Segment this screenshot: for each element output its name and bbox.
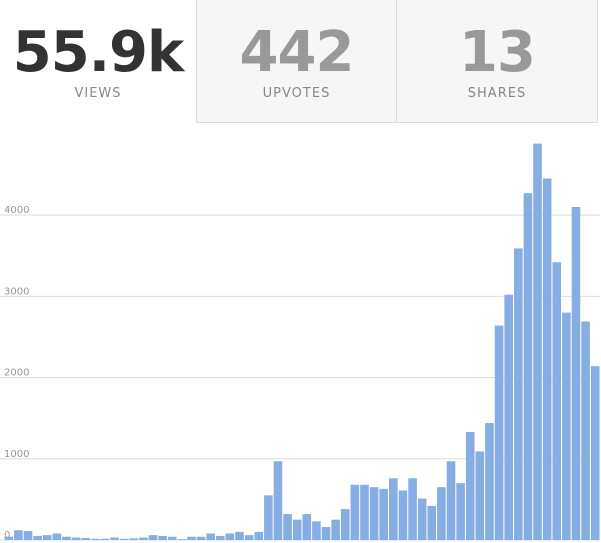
stat-label: UPVOTES xyxy=(262,86,331,101)
stat-value: 13 xyxy=(459,20,536,85)
bar xyxy=(167,536,177,540)
stat-tiles: 55.9k VIEWS 442 UPVOTES 13 SHARES xyxy=(0,0,598,123)
bar xyxy=(494,325,504,540)
bar xyxy=(417,498,427,540)
y-tick-label: 4000 xyxy=(4,205,29,216)
bar xyxy=(562,312,571,540)
bar xyxy=(465,431,475,540)
bar xyxy=(571,206,581,540)
bar xyxy=(225,533,235,540)
bar xyxy=(350,484,360,540)
bar xyxy=(427,505,437,540)
bar xyxy=(437,487,446,540)
bar xyxy=(254,531,264,540)
bar xyxy=(52,533,62,540)
y-tick-label: 3000 xyxy=(4,286,29,297)
bar xyxy=(119,538,129,540)
bar xyxy=(340,509,350,540)
y-tick-label: 0 xyxy=(4,530,10,541)
bar xyxy=(302,514,312,540)
bar xyxy=(71,537,81,540)
y-tick-label: 2000 xyxy=(4,368,29,379)
bar xyxy=(292,519,302,540)
bar xyxy=(139,537,148,540)
bar xyxy=(196,536,206,540)
bar xyxy=(215,535,225,540)
bar xyxy=(110,537,119,540)
bar xyxy=(23,531,33,540)
bar xyxy=(485,423,494,540)
bar xyxy=(273,461,283,540)
bar xyxy=(581,321,590,540)
bar xyxy=(312,521,321,540)
bar xyxy=(533,143,542,540)
bar xyxy=(552,262,562,540)
bar xyxy=(14,530,23,540)
bar xyxy=(264,495,273,540)
bar xyxy=(504,294,513,540)
stat-value: 442 xyxy=(239,20,355,85)
bar xyxy=(523,193,533,540)
stat-value: 55.9k xyxy=(12,20,184,85)
bar xyxy=(542,178,552,540)
stat-tile[interactable]: 13 SHARES xyxy=(397,0,598,123)
bar xyxy=(408,478,417,540)
bar xyxy=(360,484,369,540)
bar xyxy=(129,538,139,540)
bar xyxy=(446,461,456,540)
bar xyxy=(244,535,254,540)
bar xyxy=(456,483,465,540)
bar xyxy=(513,248,523,540)
bar xyxy=(590,366,600,540)
bar xyxy=(158,535,167,540)
bar xyxy=(148,535,158,540)
bar xyxy=(321,527,331,540)
bar xyxy=(4,536,14,540)
bar xyxy=(379,488,389,540)
bar xyxy=(206,533,215,540)
bar xyxy=(389,478,398,540)
bar xyxy=(177,539,187,540)
bar xyxy=(398,490,408,540)
bar xyxy=(283,514,292,540)
bar xyxy=(475,451,485,540)
bar xyxy=(62,536,71,540)
bar xyxy=(42,535,52,540)
bar xyxy=(369,487,379,540)
bar xyxy=(91,538,100,540)
stat-label: VIEWS xyxy=(74,86,122,101)
bar xyxy=(81,537,91,540)
y-tick-label: 1000 xyxy=(4,449,29,460)
stat-tile[interactable]: 442 UPVOTES xyxy=(196,0,397,123)
bar xyxy=(235,531,244,540)
bar xyxy=(33,535,42,540)
bar xyxy=(331,519,340,540)
stat-label: SHARES xyxy=(467,86,527,101)
stat-tile: 55.9k VIEWS xyxy=(0,0,196,123)
bar xyxy=(100,538,110,540)
bar xyxy=(187,536,196,540)
